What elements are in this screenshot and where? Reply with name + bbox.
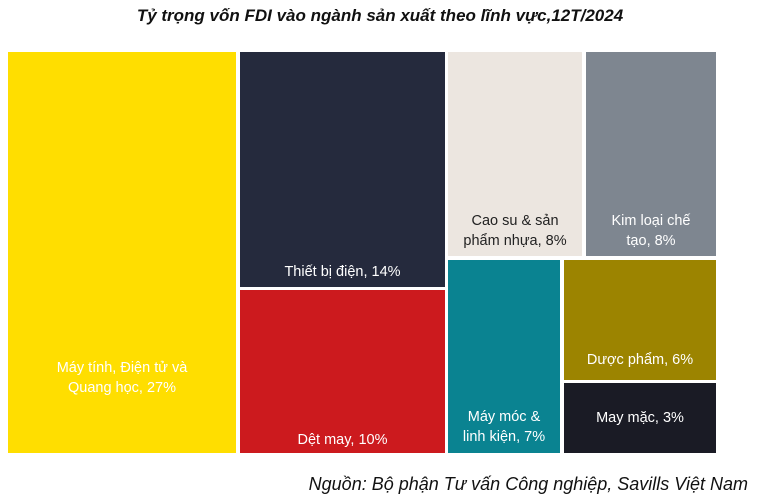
treemap-tile-label: Dược phẩm, 6%	[586, 352, 694, 368]
treemap-tile-label: Máy móc & linh kiện, 7%	[462, 409, 546, 445]
treemap-tile: Máy tính, Điện tử và Quang học, 27%	[8, 52, 236, 453]
treemap-tile-label: Thiết bị điện, 14%	[284, 264, 401, 280]
treemap-tile: Máy móc & linh kiện, 7%	[448, 260, 560, 453]
treemap-tile-label: Máy tính, Điện tử và Quang học, 27%	[56, 360, 188, 396]
chart-title: Tỷ trọng vốn FDI vào ngành sản xuất theo…	[136, 6, 624, 25]
treemap-tile: Cao su & sản phẩm nhựa, 8%	[448, 52, 582, 256]
treemap-tile: May mặc, 3%	[564, 383, 716, 453]
treemap-tile-label: Cao su & sản phẩm nhựa, 8%	[463, 213, 567, 249]
treemap-tile: Kim loại chế tạo, 8%	[586, 52, 716, 256]
treemap-tile-label: Kim loại chế tạo, 8%	[611, 213, 691, 249]
treemap-tile-label: Dệt may, 10%	[297, 432, 388, 448]
treemap-tile: Dệt may, 10%	[240, 290, 445, 453]
treemap-tile: Dược phẩm, 6%	[564, 260, 716, 380]
treemap-tile-label: May mặc, 3%	[596, 410, 684, 426]
source-note: Nguồn: Bộ phận Tư vấn Công nghiệp, Savil…	[308, 474, 748, 494]
treemap-tile: Thiết bị điện, 14%	[240, 52, 445, 287]
